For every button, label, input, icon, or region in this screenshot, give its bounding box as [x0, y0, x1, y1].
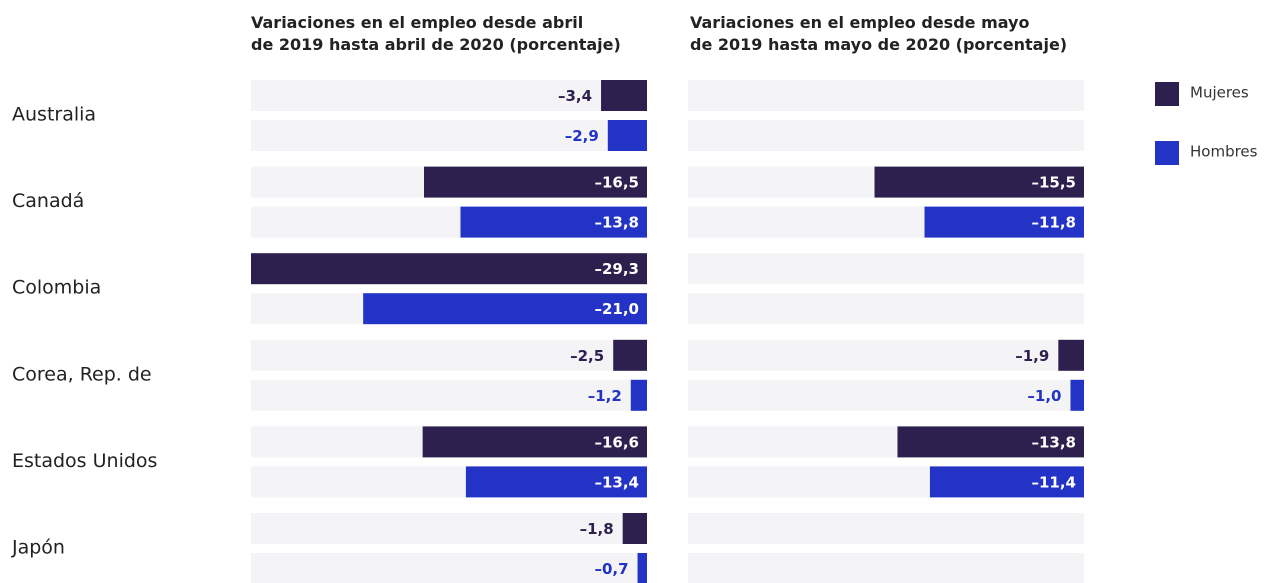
- bar: [422, 426, 647, 458]
- legend-swatch: [1155, 82, 1179, 106]
- bar: [607, 120, 647, 151]
- row-band: [688, 253, 1084, 285]
- bar: [460, 206, 647, 238]
- bar: [929, 466, 1084, 498]
- bar: [897, 426, 1084, 458]
- row-band: [688, 339, 1084, 371]
- value-label: –13,8: [594, 214, 639, 232]
- value-label: –0,7: [594, 560, 628, 578]
- category-label: Colombia: [12, 277, 101, 299]
- panel-title: de 2019 hasta abril de 2020 (porcentaje): [251, 35, 621, 54]
- value-label: –1,9: [1015, 347, 1049, 365]
- bar: [1058, 339, 1084, 371]
- value-label: –21,0: [594, 300, 639, 318]
- row-band: [688, 80, 1084, 111]
- row-band: [688, 513, 1084, 544]
- bar: [613, 339, 647, 371]
- row-band: [251, 553, 647, 583]
- bar: [1070, 379, 1084, 411]
- value-label: –15,5: [1031, 174, 1076, 192]
- category-label: Corea, Rep. de: [12, 363, 152, 385]
- value-label: –16,6: [594, 433, 639, 451]
- category-label: Australia: [12, 104, 96, 126]
- legend-label: Hombres: [1190, 143, 1258, 161]
- bar: [622, 513, 647, 544]
- row-band: [251, 379, 647, 411]
- value-label: –2,9: [565, 127, 599, 145]
- value-label: –2,5: [570, 347, 604, 365]
- category-label: Canadá: [12, 190, 84, 212]
- row-band: [688, 553, 1084, 583]
- panel-title: Variaciones en el empleo desde abril: [251, 13, 583, 32]
- value-label: –13,8: [1031, 433, 1076, 451]
- value-label: –29,3: [594, 260, 639, 278]
- row-band: [688, 379, 1084, 411]
- legend-label: Mujeres: [1190, 84, 1249, 102]
- bar: [874, 166, 1084, 198]
- bar: [637, 553, 647, 583]
- row-band: [251, 80, 647, 111]
- value-label: –1,2: [588, 387, 622, 405]
- value-label: –3,4: [558, 87, 592, 105]
- bar: [363, 293, 647, 325]
- value-label: –16,5: [594, 174, 639, 192]
- bar: [630, 379, 647, 411]
- value-label: –13,4: [594, 473, 639, 491]
- value-label: –1,8: [580, 520, 614, 538]
- row-band: [251, 120, 647, 151]
- bar: [251, 253, 647, 285]
- category-label: Estados Unidos: [12, 450, 157, 472]
- legend-swatch: [1155, 141, 1179, 165]
- row-band: [251, 339, 647, 371]
- bar: [423, 166, 647, 198]
- bar: [601, 80, 647, 111]
- panel-title: Variaciones en el empleo desde mayo: [690, 13, 1029, 32]
- bar: [465, 466, 647, 498]
- row-band: [688, 293, 1084, 325]
- value-label: –1,0: [1027, 387, 1061, 405]
- bar: [924, 206, 1084, 238]
- value-label: –11,8: [1031, 214, 1076, 232]
- row-band: [251, 513, 647, 544]
- value-label: –11,4: [1031, 473, 1076, 491]
- category-label: Japón: [11, 537, 65, 559]
- row-band: [688, 120, 1084, 151]
- panel-title: de 2019 hasta mayo de 2020 (porcentaje): [690, 35, 1067, 54]
